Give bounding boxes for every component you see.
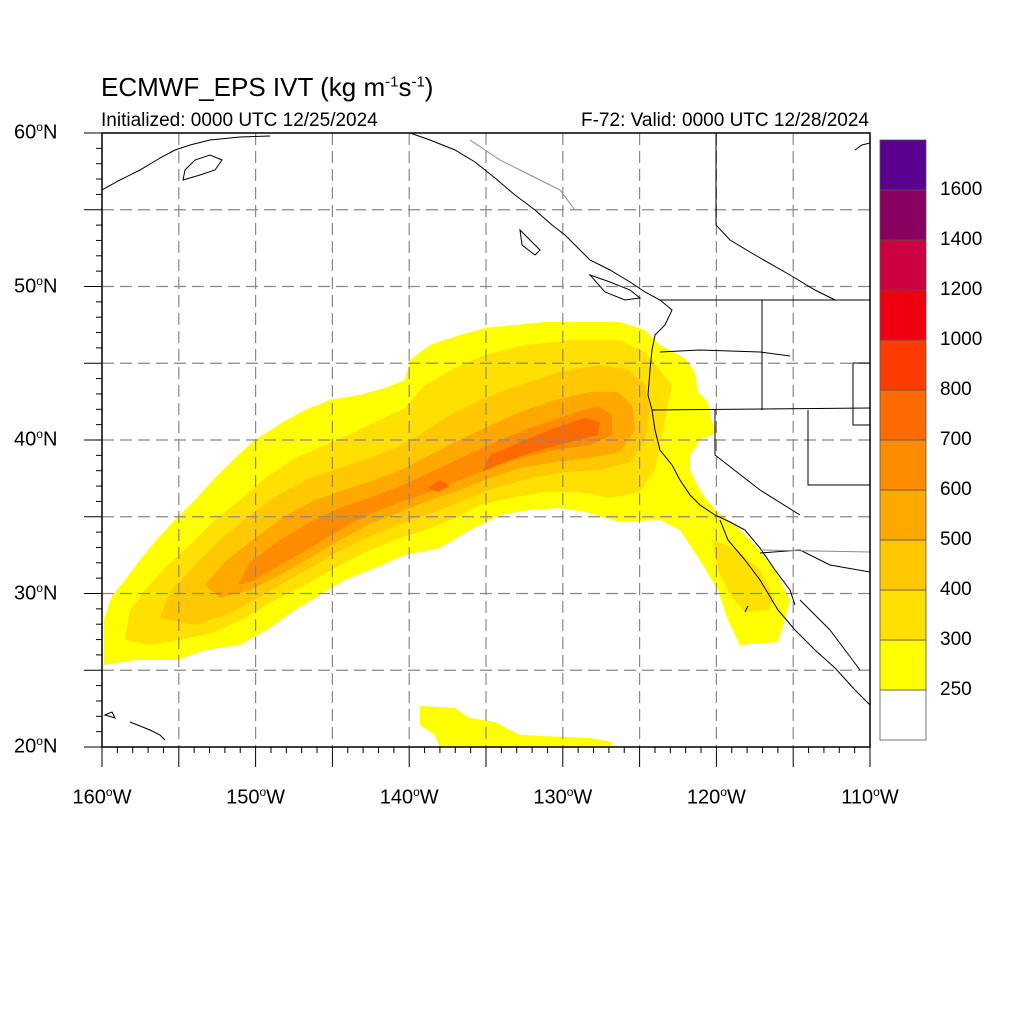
lon-label: 150oW <box>226 785 286 809</box>
colorbar-swatch <box>879 539 927 591</box>
coastline <box>102 133 870 741</box>
political-boundaries <box>651 133 870 573</box>
colorbar-swatch <box>879 189 927 241</box>
graticule <box>102 133 870 747</box>
axis-ticks <box>84 132 871 767</box>
colorbar-label: 400 <box>940 579 972 600</box>
ivt-field <box>104 322 790 747</box>
colorbar-label: 250 <box>940 679 972 700</box>
colorbar-swatch <box>879 389 927 441</box>
chart-title: ECMWF_EPS IVT (kg m-1s-1) <box>101 72 434 102</box>
colorbar-label: 300 <box>940 629 972 650</box>
colorbar-swatch <box>879 439 927 491</box>
colorbar-label: 500 <box>940 529 972 550</box>
ivt-shade-700 <box>428 418 600 492</box>
valid-time: F-72: Valid: 0000 UTC 12/28/2024 <box>581 110 869 131</box>
colorbar-label: 1000 <box>940 329 983 350</box>
lat-label: 60oN <box>14 120 58 144</box>
colorbar-label: 600 <box>940 479 972 500</box>
colorbar-swatch <box>879 589 927 641</box>
colorbar-label: 1200 <box>940 279 983 300</box>
initialized-time: Initialized: 0000 UTC 12/25/2024 <box>101 110 378 131</box>
colorbar-swatch <box>879 339 927 391</box>
colorbar-label: 1400 <box>940 229 983 250</box>
lon-label: 140oW <box>379 785 439 809</box>
colorbar-swatch <box>879 289 927 341</box>
lat-label: 50oN <box>14 273 58 298</box>
colorbar-swatch <box>879 239 927 291</box>
lon-label: 130oW <box>533 785 593 809</box>
ivt-shade-250-south <box>420 706 612 747</box>
lat-label: 30oN <box>14 580 58 605</box>
lat-label: 20oN <box>14 734 58 758</box>
lon-label: 160oW <box>72 785 132 809</box>
lon-label: 110oW <box>841 785 899 809</box>
colorbar-label: 700 <box>940 429 972 450</box>
lat-label: 40oN <box>14 427 58 451</box>
colorbar-swatch <box>879 639 927 691</box>
colorbar-label: 1600 <box>940 179 983 200</box>
lon-label: 120oW <box>686 785 746 809</box>
colorbar-label: 800 <box>940 379 972 400</box>
colorbar-swatch <box>879 489 927 541</box>
colorbar-swatch <box>879 689 927 741</box>
neighbor-boundaries <box>469 139 870 553</box>
colorbar-swatch <box>879 139 927 191</box>
colorbar <box>879 139 927 741</box>
